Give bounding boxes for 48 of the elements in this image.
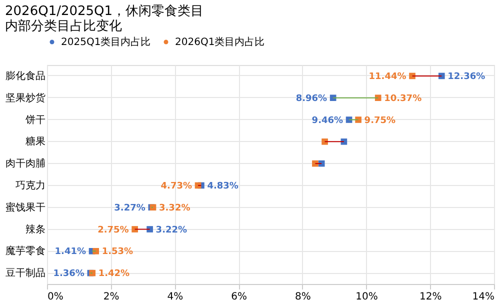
data-label: 8.96% (296, 94, 328, 104)
point (409, 72, 416, 80)
data-label: 1.53% (102, 247, 134, 258)
x-tick-label: 14% (472, 292, 494, 302)
data-label: 1.36% (53, 269, 84, 280)
y-tick-label: 糖果 (26, 136, 46, 148)
data-label: 1.41% (54, 247, 86, 258)
data-label: 3.32% (159, 203, 190, 214)
y-tick-label: 肉干肉脯 (6, 158, 46, 170)
point (330, 94, 336, 102)
x-tick-label: 10% (356, 292, 378, 302)
chart-title: 2026Q1/2025Q1，休闲零食类目内部分类目占比变化 (5, 4, 204, 34)
data-label: 2.75% (98, 225, 129, 236)
point (322, 138, 328, 145)
y-tick-label: 巧克力 (16, 179, 46, 192)
y-tick-label: 饼干 (24, 114, 46, 126)
data-label: 11.44% (368, 72, 406, 82)
point (438, 72, 445, 80)
point (355, 116, 362, 123)
data-label: 12.36% (448, 72, 486, 82)
point (92, 248, 100, 254)
legend-label: 2025Q1类目内占比 (61, 36, 151, 48)
point (340, 138, 348, 145)
y-tick-label: 豆干制品 (6, 267, 46, 280)
x-tick-label: 2% (103, 292, 120, 302)
data-label: 1.42% (98, 269, 130, 280)
point (374, 94, 382, 102)
y-tick-label: 辣条 (26, 223, 46, 236)
x-tick-label: 0% (48, 292, 64, 302)
y-tick-label: 膨化食品 (6, 70, 46, 82)
point (346, 116, 352, 123)
data-label: 10.37% (384, 94, 422, 104)
y-tick-label: 魔芋零食 (6, 245, 46, 258)
legend-label: 2026Q1类目内占比 (175, 36, 265, 48)
x-tick-label: 8% (294, 292, 311, 302)
point (132, 226, 138, 232)
data-label: 4.83% (207, 181, 238, 192)
y-tick-label: 蜜饯果干 (6, 201, 46, 214)
point (146, 226, 153, 232)
data-label: 3.27% (114, 203, 146, 214)
y-tick-label: 坚果炒货 (6, 92, 46, 104)
data-label: 9.75% (364, 116, 396, 126)
data-label: 9.46% (312, 116, 344, 126)
x-tick-label: 4% (167, 292, 184, 302)
data-label: 4.73% (160, 181, 192, 192)
data-label: 3.22% (156, 225, 188, 236)
x-tick-label: 6% (231, 292, 248, 302)
x-tick-label: 12% (420, 292, 442, 302)
